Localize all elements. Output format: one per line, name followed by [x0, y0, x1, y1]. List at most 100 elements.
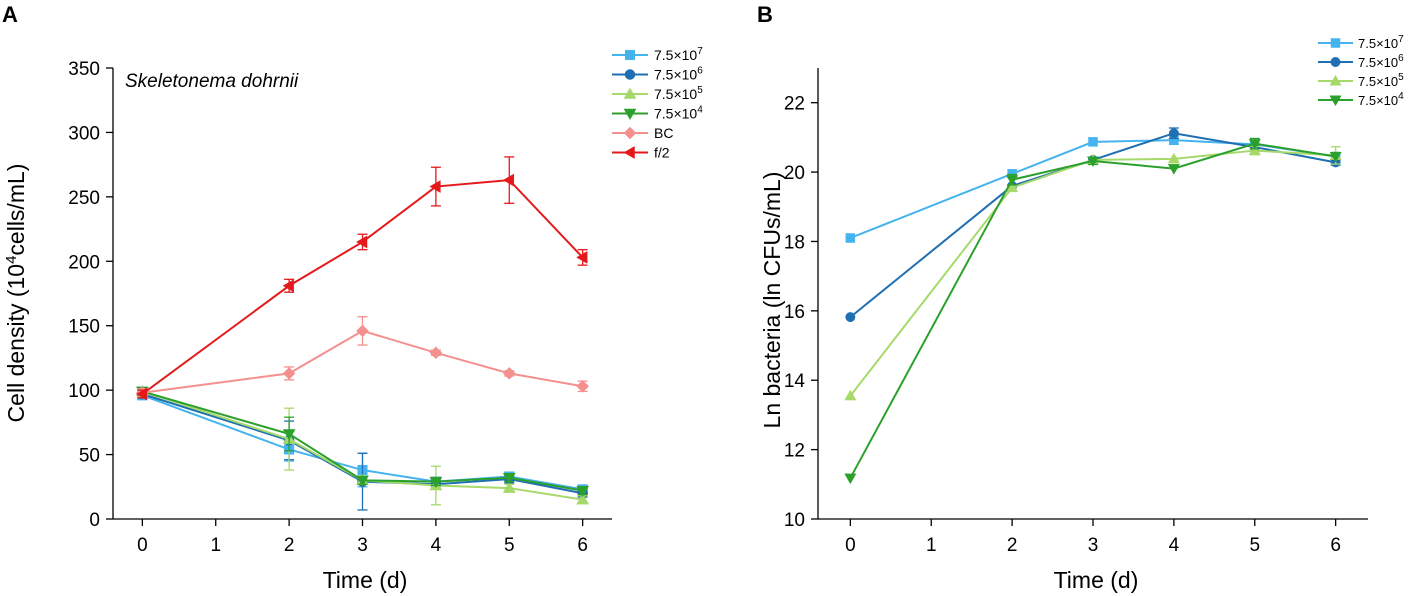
y-tick-label: 300 [68, 123, 100, 144]
legend-label: 7.5×105 [654, 85, 703, 102]
data-point [502, 473, 516, 485]
data-point [356, 324, 369, 338]
legend-entry: 7.5×104 [612, 105, 703, 122]
x-tick-label: 2 [284, 535, 295, 556]
panel-b-letter: B [757, 2, 773, 27]
series-line [142, 394, 583, 491]
panel-b-y-ticks: 10 12 14 16 18 20 22 [784, 94, 818, 531]
data-point [355, 235, 368, 249]
legend-marker [1330, 38, 1341, 48]
legend-entry: 7.5×107 [612, 46, 703, 63]
y-tick-label: 200 [68, 252, 100, 273]
data-point [1248, 139, 1261, 150]
legend-label-superscript: 7 [697, 46, 703, 57]
legend-label-base: 7.5×10 [1358, 74, 1398, 89]
panel-a-y-axis-title-prefix: Cell density (10 [3, 264, 29, 423]
y-tick-label: 14 [784, 371, 806, 392]
data-point [1086, 156, 1100, 168]
legend-label-base: 7.5×10 [1358, 93, 1398, 108]
data-point [429, 346, 443, 360]
data-point [576, 250, 588, 264]
data-point [356, 475, 369, 487]
panel-a-species-annotation: Skeletonema dohrnii [125, 71, 299, 92]
legend-entry: 7.5×107 [1318, 34, 1404, 51]
y-tick-label: 100 [68, 381, 100, 402]
y-tick-label: 20 [784, 163, 805, 184]
panel-b-series [844, 127, 1342, 485]
legend-marker [623, 87, 637, 99]
data-point [1167, 152, 1180, 164]
y-tick-label: 12 [784, 441, 805, 462]
legend-marker [1329, 74, 1342, 86]
legend-entry: BC [612, 125, 673, 141]
panel-a-x-axis-title: Time (d) [323, 567, 408, 593]
data-point [282, 367, 296, 380]
legend-marker [623, 126, 637, 140]
legend-label: 7.5×106 [1358, 53, 1404, 70]
legend-marker [623, 108, 637, 121]
panel-a-x-ticks: 0 1 2 3 4 5 6 [137, 519, 588, 556]
data-point [429, 180, 441, 193]
legend-label-superscript: 7 [1398, 34, 1404, 45]
data-point [845, 312, 856, 323]
data-point [502, 173, 515, 187]
panel-a-letter: A [2, 2, 18, 27]
legend-marker [624, 69, 636, 80]
x-tick-label: 4 [431, 535, 442, 556]
x-tick-label: 5 [504, 535, 515, 556]
series-3 [135, 386, 590, 498]
x-tick-label: 6 [1330, 535, 1341, 556]
y-tick-label: 18 [784, 232, 805, 253]
data-point [282, 429, 296, 441]
series-line [142, 329, 583, 394]
legend-label-base: 7.5×10 [654, 47, 697, 63]
panel-a-y-ticks: 0 50 100 150 200 250 300 350 [68, 59, 113, 531]
panel-a-y-axis-title-superscript: 4 [3, 256, 20, 264]
legend-label-base: 7.5×10 [1358, 36, 1398, 51]
series-4 [135, 316, 590, 400]
legend-label: 7.5×107 [1358, 34, 1404, 51]
x-tick-label: 5 [1249, 535, 1260, 556]
legend-label: 7.5×106 [654, 66, 703, 83]
legend-label-superscript: 6 [697, 66, 703, 77]
data-point [282, 279, 294, 293]
data-point [844, 473, 857, 485]
panel-b-x-axis-title: Time (d) [1054, 567, 1139, 593]
x-tick-label: 3 [357, 535, 368, 556]
series-line [141, 179, 584, 395]
series-line [849, 142, 1336, 479]
series-2 [844, 144, 1342, 401]
legend-label-superscript: 5 [1398, 72, 1404, 83]
legend-label-superscript: 6 [1398, 53, 1404, 64]
legend-label: BC [654, 125, 673, 141]
data-point [429, 476, 443, 489]
legend-label-superscript: 5 [697, 85, 703, 96]
legend-entry: 7.5×105 [1318, 72, 1404, 89]
legend-label: 7.5×104 [1358, 91, 1404, 108]
legend-label-superscript: 4 [1398, 91, 1404, 102]
data-point [576, 379, 590, 393]
legend-entry: 7.5×104 [1318, 91, 1404, 108]
legend-entry: f/2 [612, 145, 670, 161]
panel-b-y-axis-title: Ln bacteria (ln CFUs/mL) [759, 172, 785, 429]
panel-a-chart: A Skeletonema dohrnii 050100150200250300… [2, 2, 703, 593]
data-point [1329, 151, 1342, 163]
data-point [135, 387, 148, 401]
legend-marker [1330, 57, 1341, 67]
data-point [576, 493, 590, 505]
panel-a-series [135, 156, 590, 511]
legend-label-base: 7.5×10 [1358, 55, 1398, 70]
legend-label-base: 7.5×10 [654, 106, 697, 122]
data-point [502, 367, 516, 380]
legend-label: 7.5×105 [1358, 72, 1404, 89]
y-tick-label: 0 [89, 510, 100, 531]
y-tick-label: 10 [784, 510, 805, 531]
series-line [849, 132, 1336, 318]
legend-marker [624, 49, 636, 61]
data-point [1167, 164, 1180, 175]
series-line [142, 390, 583, 501]
panel-a-y-axis-title-suffix: cells/mL) [3, 164, 29, 256]
x-tick-label: 0 [845, 535, 856, 556]
